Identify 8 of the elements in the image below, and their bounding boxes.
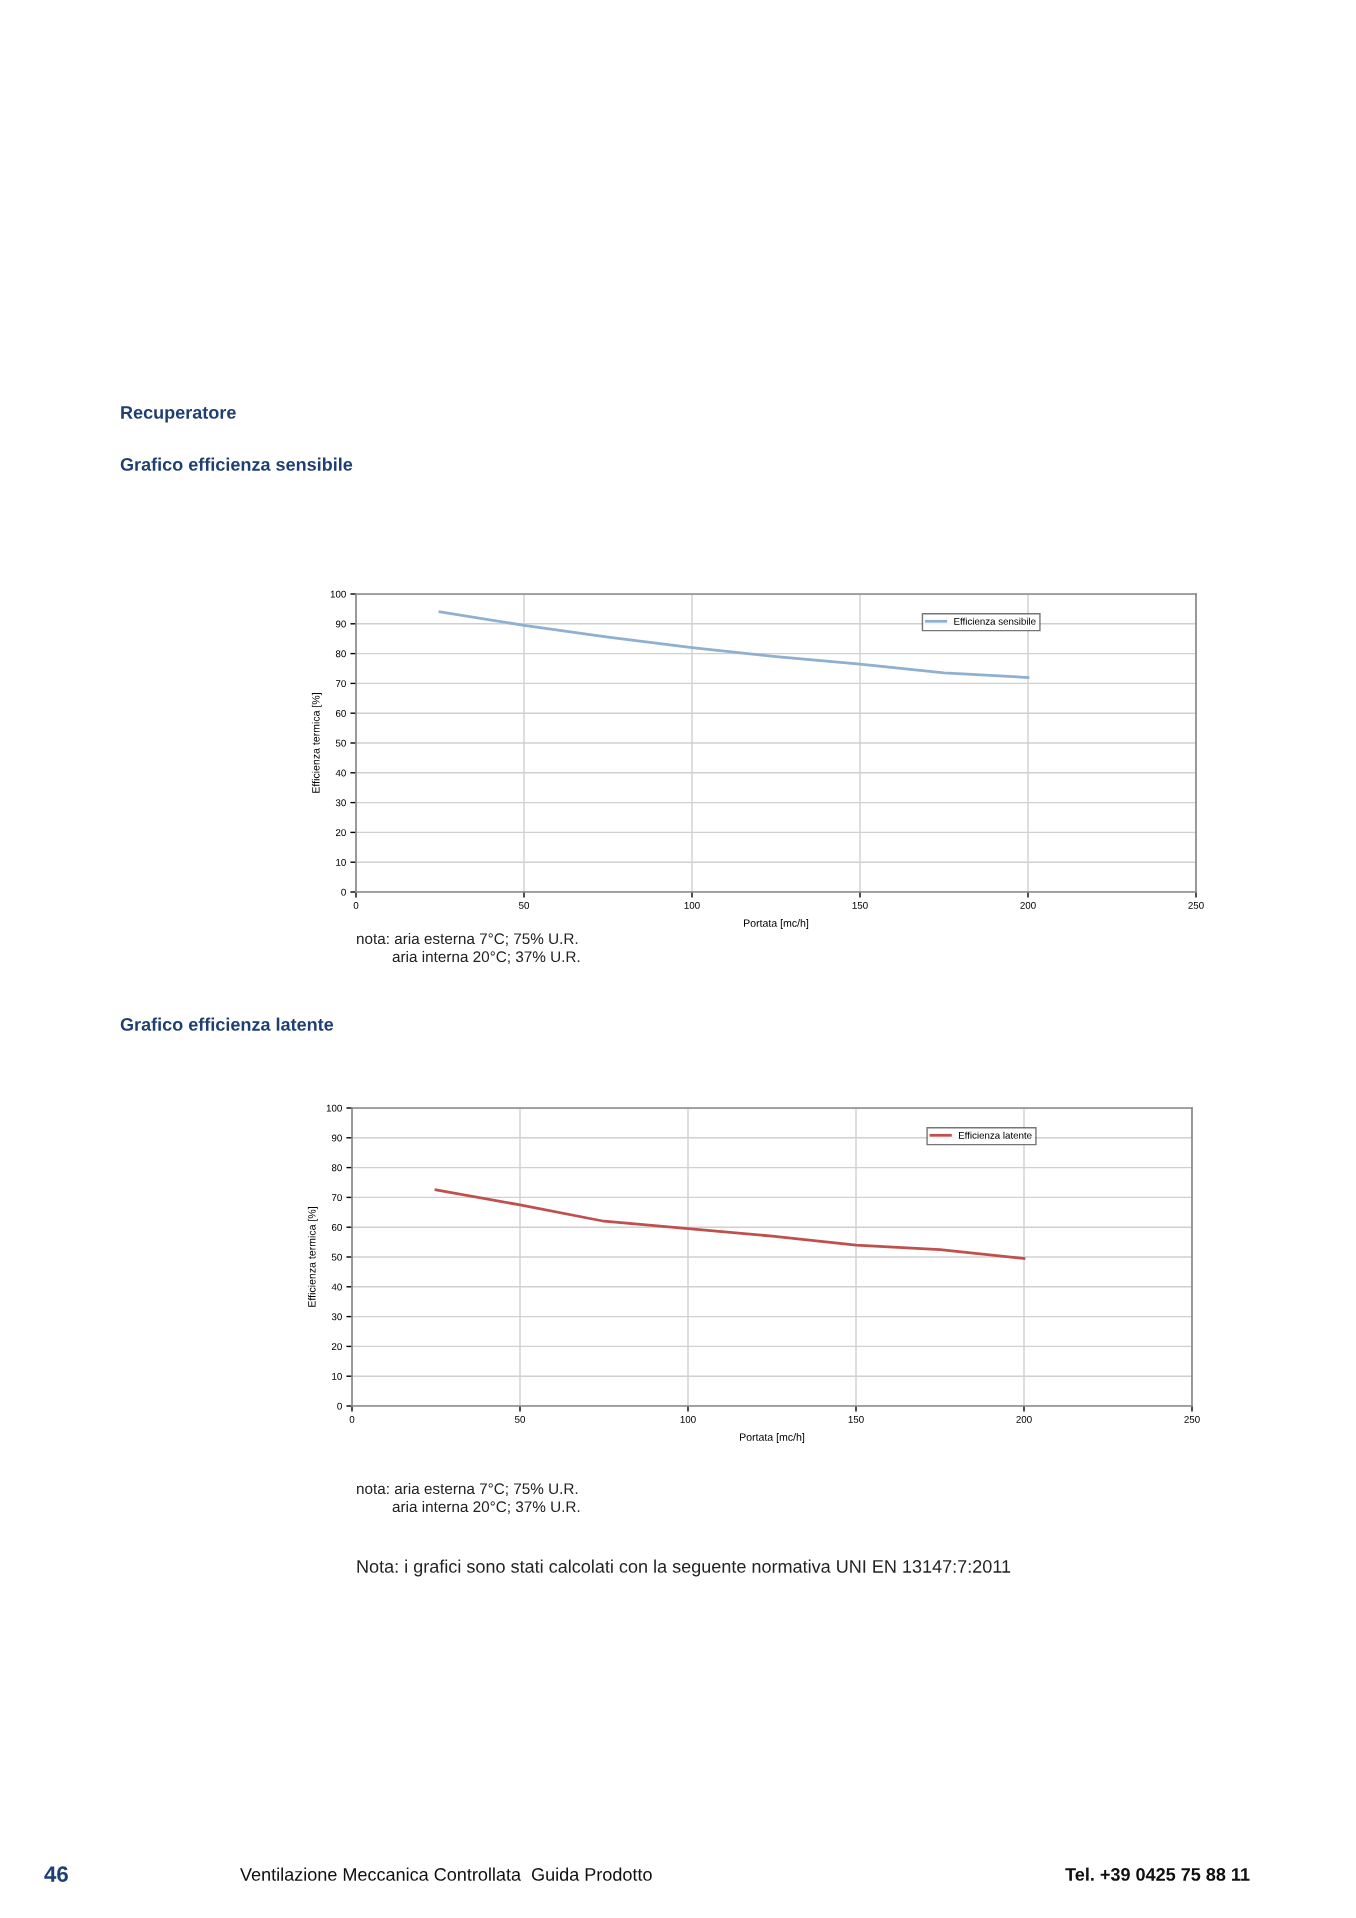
line-series	[434, 1188, 1026, 1260]
text: 46	[44, 1866, 68, 1882]
chart-title: Grafico efficienza latente	[120, 1017, 334, 1031]
text: Recuperatore	[121, 406, 236, 423]
text: Tel. +39 0425 75 88 11	[1065, 1867, 1250, 1881]
chart-title: Grafico efficienza sensibile	[120, 457, 353, 471]
text: Ventilazione Meccanica Controllata Guida Prodotto	[240, 1867, 652, 1881]
text: Nota: i grafici sono stati calcolati con la seguente normativa UNI EN 13147:7:2011	[357, 1559, 1011, 1577]
